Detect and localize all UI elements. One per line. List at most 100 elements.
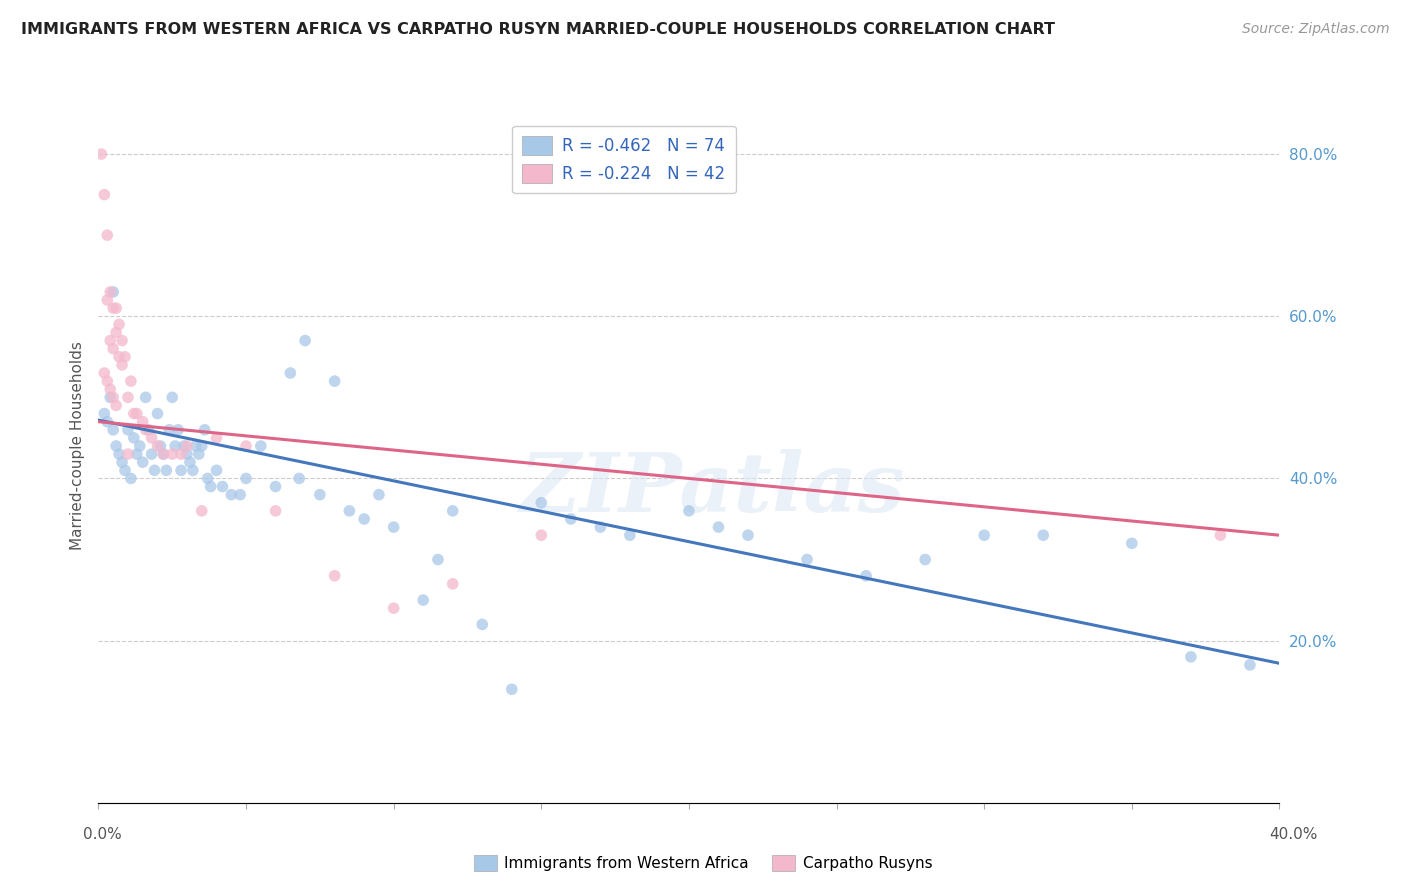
Point [105,399,128,413]
Point [165,439,187,453]
Point [117,447,139,461]
Point [135,423,157,437]
Point [973,528,995,542]
Point [184,439,207,453]
Point [353,512,375,526]
Text: 40.0%: 40.0% [1270,827,1317,841]
Point [105,301,128,315]
Point [855,568,877,582]
Point [382,601,405,615]
Point [152,447,174,461]
Point [170,463,193,477]
Point [288,471,311,485]
Point [157,423,180,437]
Point [211,479,233,493]
Point [122,407,145,421]
Point [678,504,700,518]
Point [441,577,464,591]
Point [737,528,759,542]
Point [105,439,128,453]
Point [205,431,228,445]
Point [1239,657,1261,672]
Point [128,439,150,453]
Legend: R = -0.462   N = 74, R = -0.224   N = 42: R = -0.462 N = 74, R = -0.224 N = 42 [512,126,735,193]
Point [117,423,139,437]
Point [191,504,214,518]
Point [143,463,166,477]
Point [108,350,131,364]
Point [103,390,125,404]
Point [125,447,148,461]
Point [294,334,316,348]
Point [132,415,155,429]
Text: 0.0%: 0.0% [83,827,122,841]
Point [114,350,136,364]
Point [619,528,641,542]
Point [219,488,242,502]
Point [194,423,217,437]
Point [471,617,494,632]
Point [117,390,139,404]
Point [530,528,553,542]
Point [103,301,125,315]
Point [235,471,257,485]
Point [120,374,142,388]
Point [1121,536,1143,550]
Point [93,407,115,421]
Point [309,488,332,502]
Point [264,479,287,493]
Point [155,463,177,477]
Point [167,423,190,437]
Point [707,520,730,534]
Point [90,147,112,161]
Point [176,439,198,453]
Point [170,447,193,461]
Point [173,439,195,453]
Point [187,447,209,461]
Point [141,447,163,461]
Point [530,496,553,510]
Point [98,285,121,299]
Text: ZIPatlas: ZIPatlas [520,449,905,529]
Point [96,293,118,307]
Point [132,455,155,469]
Point [200,479,222,493]
Point [98,390,121,404]
Point [441,504,464,518]
Point [278,366,302,380]
Text: IMMIGRANTS FROM WESTERN AFRICA VS CARPATHO RUSYN MARRIED-COUPLE HOUSEHOLDS CORRE: IMMIGRANTS FROM WESTERN AFRICA VS CARPAT… [21,22,1054,37]
Point [382,520,405,534]
Point [125,407,148,421]
Point [368,488,391,502]
Point [152,447,174,461]
Legend: Immigrants from Western Africa, Carpatho Rusyns: Immigrants from Western Africa, Carpatho… [468,849,938,877]
Point [1032,528,1054,542]
Point [264,504,287,518]
Point [93,366,115,380]
Point [96,415,118,429]
Point [560,512,582,526]
Point [589,520,612,534]
Point [146,407,169,421]
Point [141,431,163,445]
Point [135,390,157,404]
Point [1180,649,1202,664]
Point [108,318,131,332]
Point [191,439,214,453]
Point [235,439,257,453]
Point [181,463,204,477]
Point [176,447,198,461]
Point [796,552,818,566]
Point [162,390,183,404]
Point [111,334,134,348]
Point [103,285,125,299]
Point [323,568,346,582]
Point [93,187,115,202]
Point [103,342,125,356]
Point [114,463,136,477]
Point [120,471,142,485]
Point [323,374,346,388]
Point [122,431,145,445]
Point [96,374,118,388]
Point [412,593,434,607]
